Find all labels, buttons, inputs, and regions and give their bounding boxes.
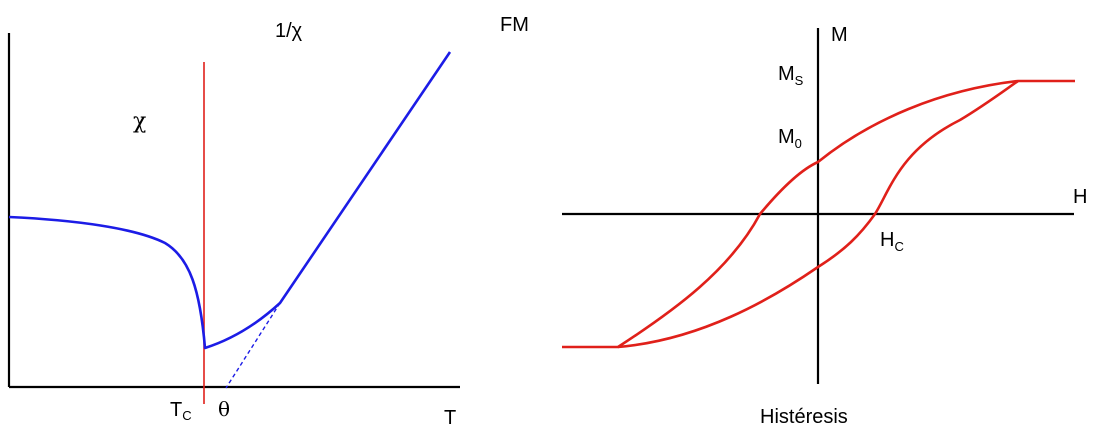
ms-label: MS [778,63,804,88]
tc-label: TC [170,399,192,423]
ms-label-main: M [778,63,795,85]
chi-label: χ [133,109,146,134]
m0-label-main: M [778,126,795,148]
m0-label: M0 [778,126,802,151]
fm-label: FM [500,14,529,36]
inverse-chi-label: 1/χ [275,20,303,42]
m-axis-label: M [831,24,848,46]
t-axis-label: T [444,407,456,429]
curie-weiss-extrapolation [226,303,280,388]
ms-label-sub: S [795,73,804,88]
susceptibility-panel: 1/χ FM χ TC θ T [9,14,529,429]
theta-label: θ [218,397,230,421]
hysteresis-caption: Histéresis [760,406,848,428]
susceptibility-curve [9,52,450,348]
tc-label-main: T [170,399,182,421]
hc-label: HC [880,229,904,254]
hc-label-sub: C [894,239,903,254]
tc-label-sub: C [182,408,191,423]
hc-label-main: H [880,229,894,251]
h-axis-label: H [1073,186,1087,208]
hysteresis-panel: M H MS M0 HC Histéresis [562,24,1087,428]
m0-label-sub: 0 [795,136,802,151]
